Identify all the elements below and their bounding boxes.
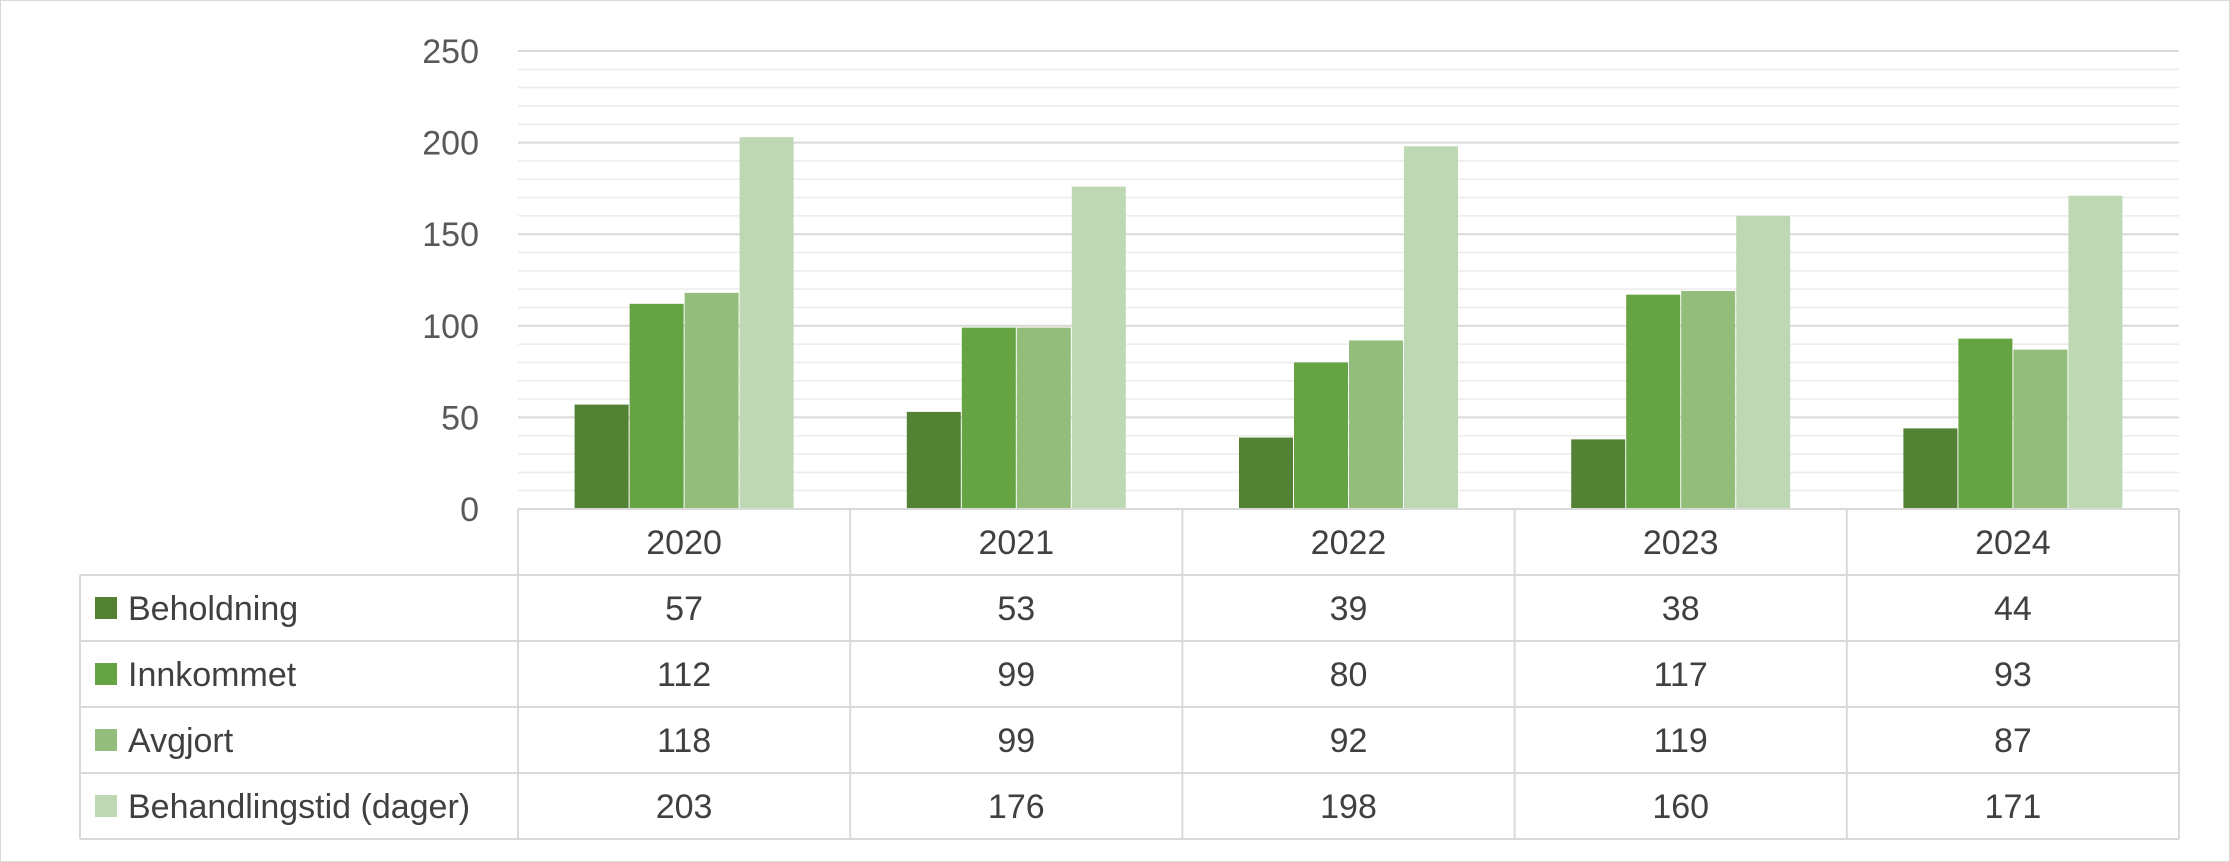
series-name: Avgjort	[128, 722, 234, 760]
data-label: 99	[997, 656, 1035, 694]
category-label: 2022	[1311, 524, 1387, 562]
bar	[1239, 437, 1293, 509]
bar	[2013, 349, 2068, 509]
legend-swatch	[95, 597, 117, 619]
bar	[1071, 186, 1126, 509]
data-label: 44	[1994, 590, 2032, 628]
data-label: 57	[665, 590, 703, 628]
legend-swatch	[95, 795, 117, 817]
bar	[1349, 340, 1403, 509]
data-label: 198	[1320, 788, 1377, 826]
data-label: 171	[1985, 788, 2042, 826]
data-label: 93	[1994, 656, 2032, 694]
data-label: 119	[1654, 722, 1708, 760]
bars	[574, 137, 2123, 509]
data-label: 203	[656, 788, 713, 826]
minor-gridlines	[518, 68, 2179, 492]
data-label: 38	[1662, 590, 1700, 628]
legend-swatch	[95, 663, 117, 685]
bar	[1736, 215, 1791, 509]
bar	[684, 292, 739, 509]
category-label: 2020	[646, 524, 722, 562]
data-label: 92	[1330, 722, 1368, 760]
bar	[629, 303, 684, 509]
data-label: 176	[988, 788, 1045, 826]
major-gridlines	[518, 50, 2179, 419]
y-tick-label: 200	[422, 125, 479, 163]
data-label: 160	[1652, 788, 1709, 826]
y-tick-label: 50	[441, 399, 479, 437]
category-label: 2021	[978, 524, 1054, 562]
y-tick-label: 0	[460, 491, 479, 529]
data-label: 53	[997, 590, 1035, 628]
bar	[1571, 439, 1626, 509]
data-label: 87	[1994, 722, 2032, 760]
y-tick-label: 150	[422, 216, 479, 254]
data-label: 80	[1330, 656, 1368, 694]
data-label: 112	[657, 656, 711, 694]
data-table: 2020 2021 2022 2023 2024 Beholdning 57 53 39 38 44…	[79, 508, 2180, 840]
data-label: 118	[657, 722, 711, 760]
bar	[1903, 428, 1958, 509]
y-tick-label: 100	[422, 308, 479, 346]
bar	[574, 404, 629, 509]
y-tick-label: 250	[422, 33, 479, 71]
data-label: 99	[997, 722, 1035, 760]
series-name: Innkommet	[128, 656, 297, 694]
bar	[739, 137, 794, 509]
bar	[1958, 338, 2013, 509]
category-label: 2024	[1975, 524, 2051, 562]
series-name: Beholdning	[128, 590, 298, 628]
bar	[1681, 290, 1736, 509]
y-axis-tick-labels: 0 50 100 150 200 250	[422, 33, 479, 529]
bar	[1626, 294, 1681, 509]
category-label: 2023	[1643, 524, 1719, 562]
bar	[1404, 146, 1458, 509]
legend-swatch	[95, 729, 117, 751]
bar	[906, 411, 961, 509]
bar	[2068, 195, 2123, 509]
bar	[961, 327, 1016, 509]
bar	[1016, 327, 1071, 509]
bar	[1294, 362, 1348, 509]
data-label: 117	[1654, 656, 1708, 694]
series-name: Behandlingstid (dager)	[128, 788, 470, 826]
data-label: 39	[1330, 590, 1368, 628]
